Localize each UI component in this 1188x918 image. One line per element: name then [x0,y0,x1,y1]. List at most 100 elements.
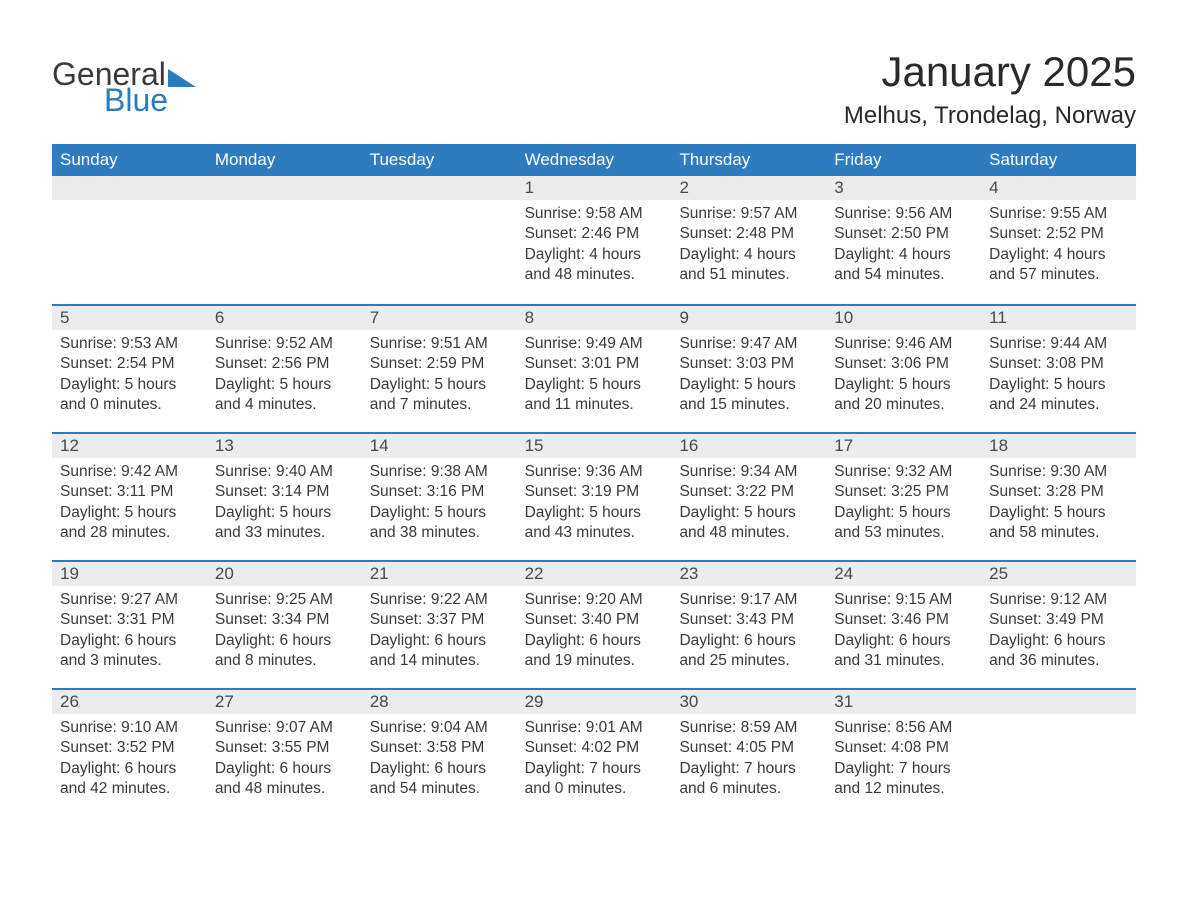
sunrise-line: Sunrise: 9:51 AM [370,334,509,354]
sunrise-line: Sunrise: 9:30 AM [989,462,1128,482]
sunset-line: Sunset: 3:49 PM [989,610,1128,630]
daylight-line: Daylight: 5 hours and 38 minutes. [370,503,509,544]
day-cell: 25Sunrise: 9:12 AMSunset: 3:49 PMDayligh… [981,562,1136,682]
daylight-line: Daylight: 5 hours and 48 minutes. [679,503,818,544]
day-cell: 21Sunrise: 9:22 AMSunset: 3:37 PMDayligh… [362,562,517,682]
day-body: Sunrise: 9:57 AMSunset: 2:48 PMDaylight:… [671,200,826,288]
day-body: Sunrise: 9:47 AMSunset: 3:03 PMDaylight:… [671,330,826,418]
day-cell: 6Sunrise: 9:52 AMSunset: 2:56 PMDaylight… [207,306,362,426]
day-header: Friday [826,144,981,176]
logo-text-blue: Blue [104,84,196,116]
sunset-line: Sunset: 4:08 PM [834,738,973,758]
sunset-line: Sunset: 2:50 PM [834,224,973,244]
week-row: 1Sunrise: 9:58 AMSunset: 2:46 PMDaylight… [52,176,1136,304]
day-cell: 15Sunrise: 9:36 AMSunset: 3:19 PMDayligh… [517,434,672,554]
sunrise-line: Sunrise: 9:44 AM [989,334,1128,354]
day-number: 11 [981,306,1136,330]
sunrise-line: Sunrise: 9:36 AM [525,462,664,482]
daylight-line: Daylight: 6 hours and 25 minutes. [679,631,818,672]
day-number: 30 [671,690,826,714]
day-cell: 18Sunrise: 9:30 AMSunset: 3:28 PMDayligh… [981,434,1136,554]
sunrise-line: Sunrise: 9:46 AM [834,334,973,354]
day-body: Sunrise: 9:10 AMSunset: 3:52 PMDaylight:… [52,714,207,802]
day-cell: 3Sunrise: 9:56 AMSunset: 2:50 PMDaylight… [826,176,981,298]
daylight-line: Daylight: 5 hours and 20 minutes. [834,375,973,416]
day-body: Sunrise: 9:01 AMSunset: 4:02 PMDaylight:… [517,714,672,802]
sunrise-line: Sunrise: 9:55 AM [989,204,1128,224]
daylight-line: Daylight: 5 hours and 7 minutes. [370,375,509,416]
day-body: Sunrise: 9:46 AMSunset: 3:06 PMDaylight:… [826,330,981,418]
sunset-line: Sunset: 4:02 PM [525,738,664,758]
day-number: 29 [517,690,672,714]
day-number: 21 [362,562,517,586]
day-body: Sunrise: 9:52 AMSunset: 2:56 PMDaylight:… [207,330,362,418]
day-number: 15 [517,434,672,458]
day-cell: 20Sunrise: 9:25 AMSunset: 3:34 PMDayligh… [207,562,362,682]
day-number [52,176,207,200]
day-body: Sunrise: 9:07 AMSunset: 3:55 PMDaylight:… [207,714,362,802]
day-header: Sunday [52,144,207,176]
sunset-line: Sunset: 2:56 PM [215,354,354,374]
sunrise-line: Sunrise: 8:59 AM [679,718,818,738]
sunset-line: Sunset: 3:14 PM [215,482,354,502]
day-number: 7 [362,306,517,330]
day-body: Sunrise: 9:56 AMSunset: 2:50 PMDaylight:… [826,200,981,288]
sunrise-line: Sunrise: 9:58 AM [525,204,664,224]
daylight-line: Daylight: 5 hours and 11 minutes. [525,375,664,416]
day-cell: 22Sunrise: 9:20 AMSunset: 3:40 PMDayligh… [517,562,672,682]
day-cell: 19Sunrise: 9:27 AMSunset: 3:31 PMDayligh… [52,562,207,682]
day-header: Saturday [981,144,1136,176]
daylight-line: Daylight: 6 hours and 48 minutes. [215,759,354,800]
day-cell: 9Sunrise: 9:47 AMSunset: 3:03 PMDaylight… [671,306,826,426]
day-cell: 10Sunrise: 9:46 AMSunset: 3:06 PMDayligh… [826,306,981,426]
daylight-line: Daylight: 5 hours and 28 minutes. [60,503,199,544]
sunset-line: Sunset: 3:03 PM [679,354,818,374]
day-body: Sunrise: 9:32 AMSunset: 3:25 PMDaylight:… [826,458,981,546]
sunrise-line: Sunrise: 9:32 AM [834,462,973,482]
sunrise-line: Sunrise: 9:12 AM [989,590,1128,610]
day-cell: 5Sunrise: 9:53 AMSunset: 2:54 PMDaylight… [52,306,207,426]
calendar: SundayMondayTuesdayWednesdayThursdayFrid… [52,144,1136,816]
page: General Blue January 2025 Melhus, Tronde… [0,0,1188,918]
daylight-line: Daylight: 5 hours and 15 minutes. [679,375,818,416]
day-body: Sunrise: 9:22 AMSunset: 3:37 PMDaylight:… [362,586,517,674]
day-body: Sunrise: 9:36 AMSunset: 3:19 PMDaylight:… [517,458,672,546]
sunset-line: Sunset: 3:01 PM [525,354,664,374]
day-body: Sunrise: 9:34 AMSunset: 3:22 PMDaylight:… [671,458,826,546]
day-cell: 12Sunrise: 9:42 AMSunset: 3:11 PMDayligh… [52,434,207,554]
sunrise-line: Sunrise: 9:57 AM [679,204,818,224]
sunrise-line: Sunrise: 8:56 AM [834,718,973,738]
week-row: 12Sunrise: 9:42 AMSunset: 3:11 PMDayligh… [52,432,1136,560]
day-cell: 26Sunrise: 9:10 AMSunset: 3:52 PMDayligh… [52,690,207,810]
day-header: Wednesday [517,144,672,176]
day-cell [362,176,517,298]
day-body: Sunrise: 9:40 AMSunset: 3:14 PMDaylight:… [207,458,362,546]
day-number: 3 [826,176,981,200]
day-number: 28 [362,690,517,714]
sunset-line: Sunset: 3:28 PM [989,482,1128,502]
day-body: Sunrise: 8:59 AMSunset: 4:05 PMDaylight:… [671,714,826,802]
sunrise-line: Sunrise: 9:04 AM [370,718,509,738]
day-cell: 13Sunrise: 9:40 AMSunset: 3:14 PMDayligh… [207,434,362,554]
sunrise-line: Sunrise: 9:38 AM [370,462,509,482]
sunset-line: Sunset: 3:16 PM [370,482,509,502]
daylight-line: Daylight: 6 hours and 8 minutes. [215,631,354,672]
day-number: 19 [52,562,207,586]
day-cell: 11Sunrise: 9:44 AMSunset: 3:08 PMDayligh… [981,306,1136,426]
day-number: 31 [826,690,981,714]
sunset-line: Sunset: 3:11 PM [60,482,199,502]
sunset-line: Sunset: 3:19 PM [525,482,664,502]
daylight-line: Daylight: 5 hours and 43 minutes. [525,503,664,544]
sunrise-line: Sunrise: 9:15 AM [834,590,973,610]
sunrise-line: Sunrise: 9:27 AM [60,590,199,610]
day-cell: 14Sunrise: 9:38 AMSunset: 3:16 PMDayligh… [362,434,517,554]
weeks-container: 1Sunrise: 9:58 AMSunset: 2:46 PMDaylight… [52,176,1136,816]
day-body: Sunrise: 8:56 AMSunset: 4:08 PMDaylight:… [826,714,981,802]
day-body: Sunrise: 9:17 AMSunset: 3:43 PMDaylight:… [671,586,826,674]
sunrise-line: Sunrise: 9:25 AM [215,590,354,610]
sunset-line: Sunset: 2:46 PM [525,224,664,244]
sunset-line: Sunset: 3:55 PM [215,738,354,758]
day-cell: 28Sunrise: 9:04 AMSunset: 3:58 PMDayligh… [362,690,517,810]
day-cell: 4Sunrise: 9:55 AMSunset: 2:52 PMDaylight… [981,176,1136,298]
daylight-line: Daylight: 7 hours and 12 minutes. [834,759,973,800]
